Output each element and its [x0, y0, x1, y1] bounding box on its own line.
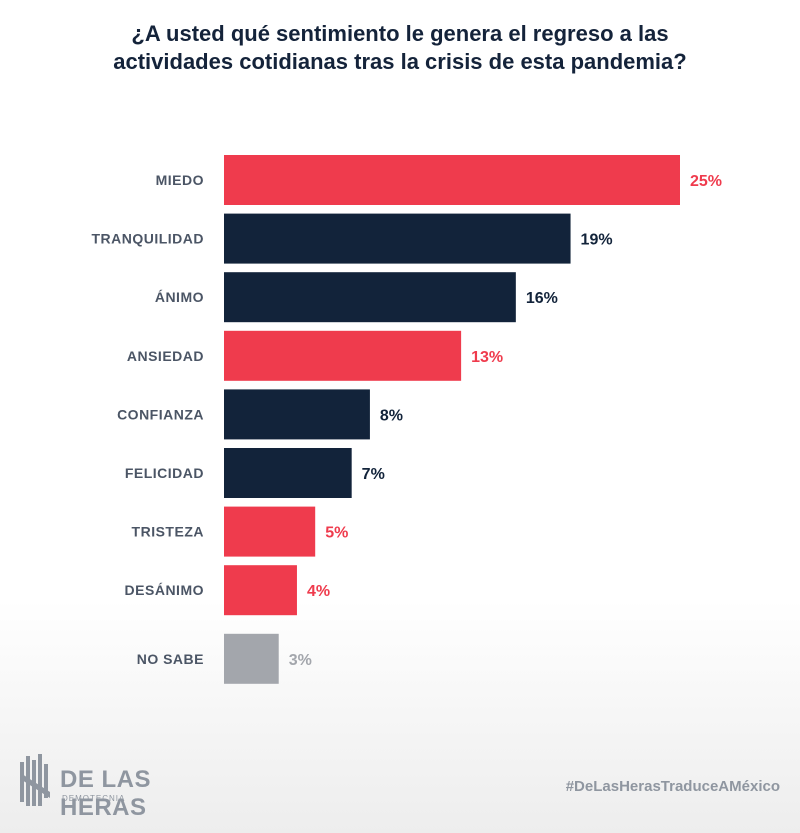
bar-4	[224, 389, 370, 440]
value-label-3: 13%	[471, 349, 503, 366]
value-label-4: 8%	[380, 407, 403, 424]
category-label-7: DESÁNIMO	[125, 582, 204, 598]
logo-subtitle: DEMOTECNIA	[62, 794, 126, 803]
value-label-7: 4%	[307, 583, 330, 600]
hashtag: #DeLasHerasTraduceAMéxico	[565, 778, 780, 795]
value-label-1: 19%	[581, 232, 613, 249]
brand-logo: DE LAS HERAS DEMOTECNIA	[20, 752, 220, 821]
bar-8	[224, 633, 279, 684]
bar-7	[224, 565, 297, 616]
category-label-1: TRANQUILIDAD	[91, 231, 204, 247]
value-label-2: 16%	[526, 290, 558, 307]
bar-5	[224, 448, 352, 498]
category-label-3: ANSIEDAD	[127, 348, 204, 364]
title-line-1: ¿A usted qué sentimiento le genera el re…	[131, 21, 669, 46]
category-label-0: MIEDO	[156, 172, 204, 188]
logo-name: DE LAS HERAS	[60, 766, 152, 821]
category-label-8: NO SABE	[137, 651, 204, 667]
category-label-5: FELICIDAD	[125, 465, 204, 481]
chart-title: ¿A usted qué sentimiento le genera el re…	[0, 20, 800, 76]
logo-mark-icon	[20, 754, 50, 806]
bar-1	[224, 213, 571, 264]
value-label-8: 3%	[289, 652, 312, 669]
bar-2	[224, 272, 516, 323]
category-label-6: TRISTEZA	[132, 524, 204, 540]
bar-6	[224, 506, 316, 557]
category-label-2: ÁNIMO	[155, 289, 204, 305]
value-label-6: 5%	[325, 525, 348, 542]
category-label-4: CONFIANZA	[117, 406, 204, 422]
bar-3	[224, 330, 462, 381]
bar-0	[224, 155, 680, 205]
value-label-0: 25%	[690, 173, 722, 190]
title-line-2: actividades cotidianas tras la crisis de…	[113, 49, 687, 74]
value-label-5: 7%	[362, 466, 385, 483]
